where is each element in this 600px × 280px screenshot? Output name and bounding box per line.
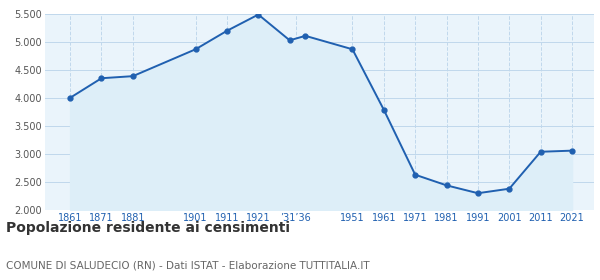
Text: COMUNE DI SALUDECIO (RN) - Dati ISTAT - Elaborazione TUTTITALIA.IT: COMUNE DI SALUDECIO (RN) - Dati ISTAT - … (6, 261, 370, 271)
Text: Popolazione residente ai censimenti: Popolazione residente ai censimenti (6, 221, 290, 235)
